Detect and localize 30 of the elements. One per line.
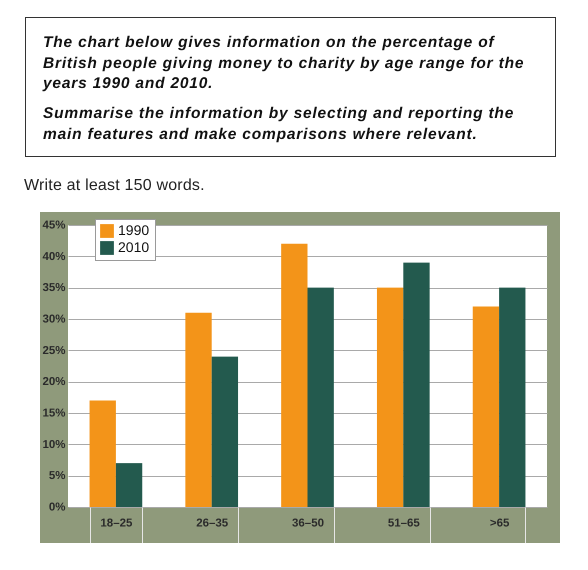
bar — [185, 312, 212, 507]
y-tick-label: 5% — [48, 470, 66, 482]
x-tick-label: 26–35 — [196, 518, 229, 530]
chart-subtitle: Summarise the information by selecting and reporting the main features and make comparisons where relevant. — [43, 104, 516, 144]
text: Write at least 150 words. — [24, 177, 205, 195]
bar — [212, 356, 238, 507]
bar — [376, 288, 404, 507]
y-tick-label: 15% — [42, 408, 66, 420]
y-tick-label: 40% — [42, 250, 66, 263]
bar — [499, 288, 526, 507]
y-tick-label: 25% — [42, 344, 66, 357]
legend-label: 2010 — [118, 239, 150, 255]
y-tick-label: 0% — [48, 502, 66, 514]
y-tick-label: 45% — [42, 220, 66, 232]
y-tick-label: 30% — [42, 314, 66, 326]
bar — [90, 400, 116, 507]
chart-title: The chart below gives information on the percentage of British people giving money to charity by age range for the years 1990 and 2010. — [43, 33, 526, 94]
bar — [116, 463, 142, 507]
legend-label: 1990 — [118, 222, 150, 238]
y-tick-label: 35% — [42, 282, 66, 294]
bar — [472, 306, 500, 507]
bar — [403, 262, 430, 507]
x-tick-label: 18–25 — [100, 518, 133, 530]
x-tick-label: 51–65 — [388, 518, 420, 530]
y-tick-label: 10% — [42, 438, 66, 451]
x-tick-label: 36–50 — [292, 518, 324, 530]
bar — [308, 288, 334, 507]
y-tick-label: 20% — [42, 376, 66, 388]
x-tick-label: >65 — [490, 518, 510, 530]
bar — [281, 244, 308, 507]
